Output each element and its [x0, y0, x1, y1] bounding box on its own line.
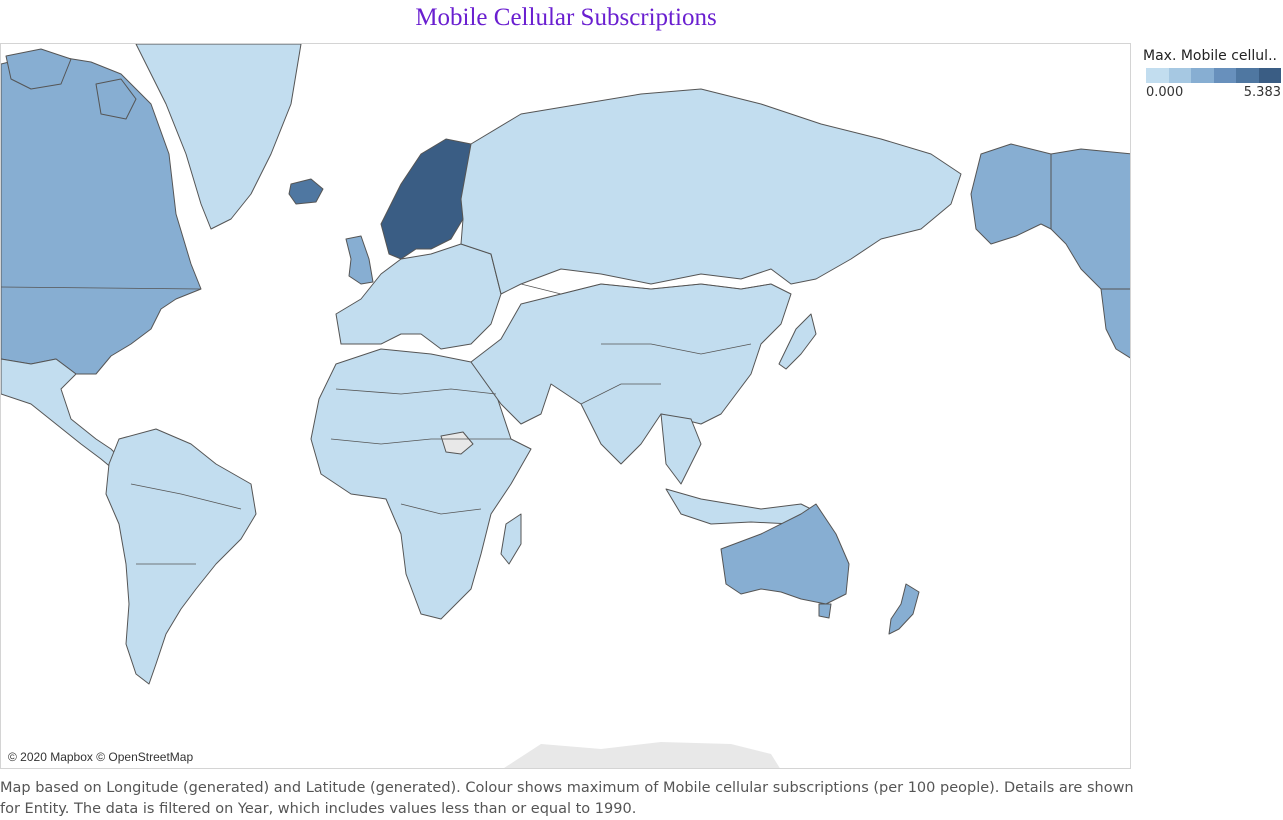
region-antarctica	[504, 742, 780, 768]
region-russia[interactable]	[460, 88, 962, 295]
legend-step-0	[1146, 68, 1169, 83]
region-new-zealand[interactable]	[888, 583, 920, 635]
region-tasmania[interactable]	[818, 603, 832, 619]
region-madagascar[interactable]	[500, 513, 522, 565]
region-arctic-islands-2[interactable]	[95, 78, 137, 120]
region-se-asia[interactable]	[660, 413, 702, 485]
map-caption: Map based on Longitude (generated) and L…	[0, 780, 1134, 817]
region-asia[interactable]	[470, 283, 792, 465]
legend-step-1	[1168, 68, 1191, 83]
region-alaska[interactable]	[970, 143, 1052, 245]
border-asia-2	[580, 383, 661, 405]
border-europe-russia	[490, 253, 502, 295]
legend-max-label: 5.383	[1243, 85, 1281, 100]
region-iceland[interactable]	[288, 178, 324, 205]
region-japan[interactable]	[778, 313, 817, 370]
region-canada-east-wrap[interactable]	[1050, 148, 1131, 290]
region-south-america[interactable]	[105, 428, 257, 685]
border-us-canada	[1, 286, 202, 290]
border-africa-south	[400, 503, 482, 515]
color-legend[interactable]: Max. Mobile cellul.. 0.000 5.383	[1143, 48, 1281, 100]
page-title: Mobile Cellular Subscriptions	[415, 4, 717, 31]
legend-title: Max. Mobile cellul..	[1143, 48, 1277, 64]
border-south-america	[130, 483, 242, 565]
region-australia[interactable]	[720, 503, 850, 605]
region-usa-wrap[interactable]	[1100, 288, 1131, 359]
region-europe[interactable]	[335, 243, 502, 350]
region-united-kingdom[interactable]	[345, 235, 374, 285]
border-africa-mid	[330, 438, 511, 445]
border-africa-north	[335, 388, 497, 395]
legend-step-2	[1191, 68, 1214, 83]
legend-step-4	[1236, 68, 1259, 83]
region-greenland[interactable]	[135, 44, 302, 230]
region-south-sudan[interactable]	[440, 431, 474, 455]
map-view[interactable]: © 2020 Mapbox © OpenStreetMap	[0, 43, 1131, 769]
border-asia-1	[601, 343, 752, 355]
region-arctic-islands[interactable]	[5, 48, 72, 90]
legend-step-3	[1213, 68, 1236, 83]
region-mexico[interactable]	[1, 358, 127, 475]
legend-min-label: 0.000	[1146, 85, 1184, 100]
legend-step-5	[1258, 68, 1281, 83]
map-canvas[interactable]	[1, 44, 1131, 769]
legend-color-ramp	[1146, 68, 1281, 83]
border-russia-asia	[520, 283, 772, 295]
map-attribution[interactable]: © 2020 Mapbox © OpenStreetMap	[8, 750, 194, 764]
region-scandinavia[interactable]	[380, 138, 472, 260]
